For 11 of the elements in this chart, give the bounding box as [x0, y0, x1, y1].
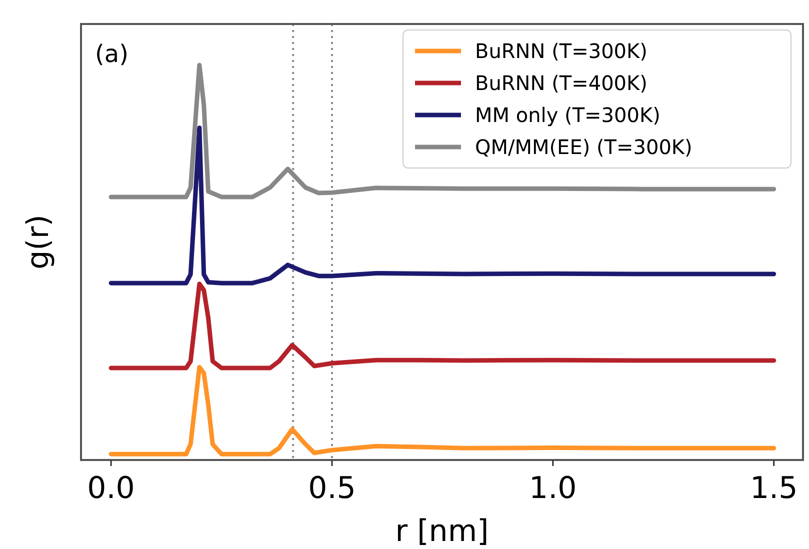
x-tick-label: 1.0: [529, 471, 577, 506]
x-tick-label: 0.0: [87, 471, 135, 506]
legend-label: QM/MM(EE) (T=300K): [475, 135, 692, 159]
x-tick-label: 1.5: [750, 471, 798, 506]
x-axis-title: r [nm]: [395, 514, 489, 549]
legend-label: BuRNN (T=300K): [475, 39, 648, 63]
legend-label: MM only (T=300K): [475, 103, 660, 127]
legend-label: BuRNN (T=400K): [475, 71, 648, 95]
annotation: (a): [95, 40, 128, 68]
x-tick-label: 0.5: [308, 471, 356, 506]
y-axis-title: g(r): [21, 214, 56, 270]
